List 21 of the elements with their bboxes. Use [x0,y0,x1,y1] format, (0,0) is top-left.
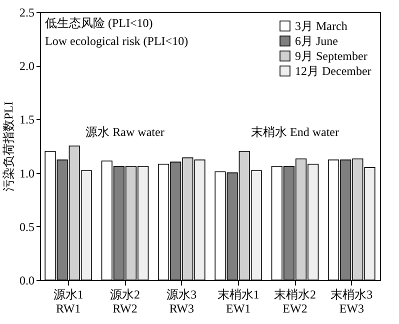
y-axis-title: 污染负荷指数PLI [2,101,16,192]
annotation: 低生态风险 (PLI<10) [45,16,153,30]
y-tick-label: 1.0 [20,166,34,180]
annotation: Low ecological risk (PLI<10) [45,34,188,48]
y-tick-label: 0.0 [20,274,34,288]
x-tick-label: 源水1 RW1 [53,288,84,316]
legend-label: 12月 December [295,64,372,78]
annotation: 源水 Raw water [86,125,164,140]
legend-label: 6月 June [295,34,338,48]
legend-label: 3月 March [295,19,348,33]
y-tick-label: 2.5 [20,6,34,20]
x-tick-label: 源水3 RW3 [166,288,197,316]
y-tick-label: 2.0 [20,59,34,74]
x-tick-label: 末梢水3 EW3 [330,288,373,316]
x-tick-label: 末梢水2 EW2 [274,288,316,316]
annotation: 末梢水 End water [251,125,339,140]
y-tick-label: 1.5 [20,112,34,127]
x-tick-label: 末梢水1 EW1 [217,288,260,316]
y-tick-label: 0.5 [20,220,34,234]
x-tick-label: 源水2 RW2 [110,288,140,316]
legend-label: 9月 September [295,49,368,63]
